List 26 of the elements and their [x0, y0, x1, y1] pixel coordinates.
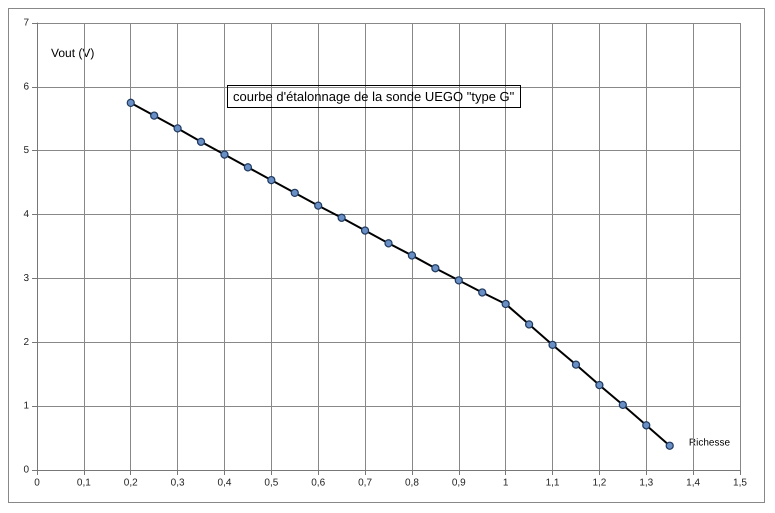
x-tick-label: 1,4: [686, 478, 701, 488]
x-tick-label: 0,4: [218, 478, 232, 488]
x-tick-label: 0,7: [358, 478, 372, 488]
y-tick-label: 5: [23, 145, 30, 156]
y-tick-label: 4: [23, 209, 30, 220]
x-tick-label: 0,9: [452, 478, 466, 488]
x-tick-label: 1,5: [733, 478, 748, 488]
x-tick-label: 0,1: [76, 478, 92, 488]
x-tick-label: 1,1: [546, 478, 560, 488]
x-tick-label: 0,2: [124, 478, 138, 488]
x-tick-label: 0: [34, 478, 40, 488]
text: courbe d'étalonnage de la sonde UEGO "type G": [233, 89, 515, 104]
x-tick-label: 0,6: [311, 478, 326, 488]
y-tick-label: 2: [23, 336, 30, 348]
x-tick-label: 0,3: [170, 478, 185, 488]
x-tick-label: 1: [502, 478, 509, 488]
x-tick-label: 0,5: [264, 478, 279, 488]
x-axis-title: Richesse: [688, 438, 730, 448]
y-tick-label: 0: [23, 464, 30, 476]
y-tick-label: 6: [23, 81, 30, 92]
x-tick-label: 0,8: [404, 478, 420, 488]
x-tick-label: 1,3: [639, 478, 654, 488]
y-tick-label: 1: [23, 400, 30, 412]
y-tick-label: 7: [23, 18, 30, 28]
y-tick-label: 3: [23, 272, 30, 284]
x-tick-label: 1,2: [592, 478, 607, 488]
